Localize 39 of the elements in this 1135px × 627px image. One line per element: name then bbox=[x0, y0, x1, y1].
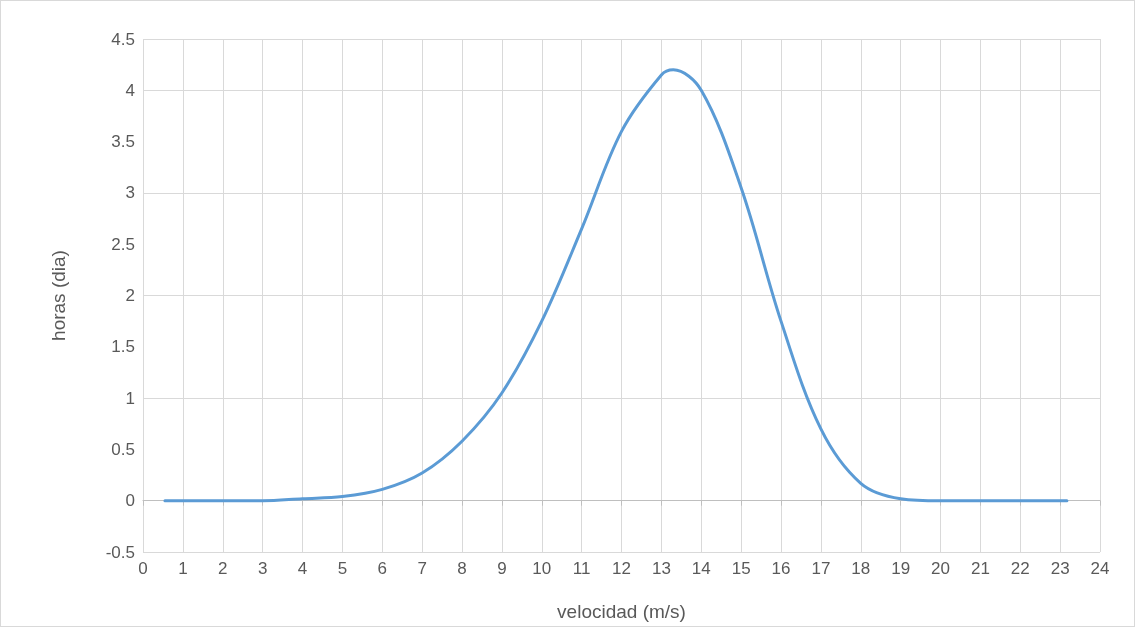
x-axis-title: velocidad (m/s) bbox=[557, 601, 686, 622]
x-tick-label: 1 bbox=[178, 559, 188, 578]
x-tick-label: 8 bbox=[457, 559, 467, 578]
y-tick-label: -0.5 bbox=[105, 542, 135, 562]
x-tick-label: 11 bbox=[572, 559, 591, 578]
x-tick-label: 13 bbox=[651, 559, 671, 578]
y-tick-label: 1 bbox=[125, 388, 135, 408]
y-tick-label: 4.5 bbox=[111, 29, 135, 49]
y-tick-label: 3.5 bbox=[111, 132, 135, 152]
y-tick-label: 3 bbox=[125, 183, 135, 203]
y-tick-label: 2.5 bbox=[111, 234, 135, 254]
x-tick-label: 5 bbox=[337, 559, 348, 578]
x-tick-label: 12 bbox=[612, 559, 631, 578]
y-tick-label: 1.5 bbox=[111, 337, 135, 357]
x-tick-label: 15 bbox=[731, 559, 751, 578]
x-tick-label: 6 bbox=[377, 559, 387, 578]
x-tick-label: 14 bbox=[691, 559, 711, 578]
y-axis-title: horas (dia) bbox=[48, 250, 69, 341]
x-tick-label: 22 bbox=[1010, 559, 1030, 578]
x-tick-label: 3 bbox=[257, 559, 268, 578]
x-tick-label: 0 bbox=[138, 559, 148, 578]
x-tick-label: 9 bbox=[497, 559, 507, 578]
x-tick-label: 7 bbox=[417, 559, 427, 578]
x-tick-label: 17 bbox=[811, 559, 831, 578]
y-tick-label: 0 bbox=[125, 491, 135, 511]
x-tick-label: 20 bbox=[931, 559, 950, 578]
x-tick-label: 19 bbox=[891, 559, 911, 578]
y-tick-label: 2 bbox=[125, 286, 135, 305]
y-tick-label: 0.5 bbox=[111, 439, 135, 459]
x-tick-label: 10 bbox=[532, 559, 552, 578]
line-series bbox=[163, 68, 1069, 503]
y-tick-label: 4 bbox=[125, 80, 135, 100]
x-tick-label: 16 bbox=[771, 559, 791, 578]
x-tick-label: 4 bbox=[297, 559, 308, 578]
x-tick-label: 23 bbox=[1050, 559, 1070, 578]
x-tick-label: 24 bbox=[1090, 559, 1110, 578]
x-tick-label: 21 bbox=[970, 559, 990, 578]
x-tick-label: 18 bbox=[851, 559, 871, 578]
x-tick-label: 2 bbox=[218, 559, 228, 578]
